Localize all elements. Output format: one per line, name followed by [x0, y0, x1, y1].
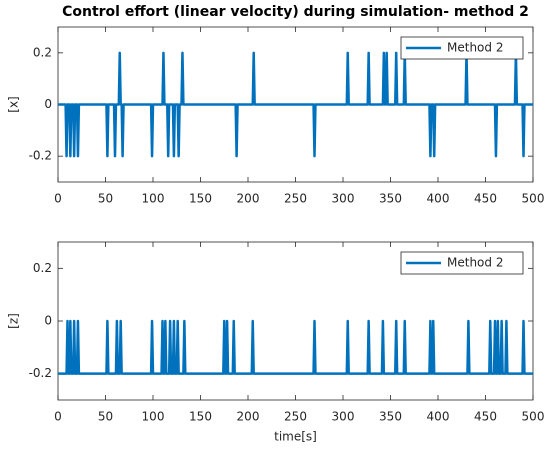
y-axis-label: [x]	[7, 96, 21, 112]
x-tick-label: 250	[284, 410, 307, 424]
x-axis-label: time[s]	[274, 430, 317, 444]
x-tick-label: 350	[379, 192, 402, 206]
x-tick-label: 200	[237, 192, 260, 206]
legend-label: Method 2	[447, 41, 503, 55]
x-tick-label: 300	[332, 192, 355, 206]
x-tick-label: 50	[98, 192, 113, 206]
x-tick-label: 500	[522, 410, 545, 424]
x-tick-label: 400	[427, 410, 450, 424]
x-tick-label: 50	[98, 410, 113, 424]
x-tick-label: 400	[427, 192, 450, 206]
x-tick-label: 100	[142, 192, 165, 206]
y-tick-label: 0	[44, 97, 52, 111]
y-tick-label: -0.2	[29, 366, 52, 380]
x-tick-label: 0	[54, 410, 62, 424]
chart-title: Control effort (linear velocity) during …	[62, 4, 529, 20]
x-tick-label: 150	[189, 410, 212, 424]
y-axis-label: [z]	[7, 313, 21, 329]
legend-box	[400, 36, 524, 60]
x-tick-label: 0	[54, 192, 62, 206]
y-tick-label: -0.2	[29, 149, 52, 163]
x-tick-label: 250	[284, 192, 307, 206]
series-line	[58, 51, 533, 158]
x-tick-label: 100	[142, 410, 165, 424]
x-tick-label: 500	[522, 192, 545, 206]
legend-label: Method 2	[447, 256, 503, 270]
x-tick-label: 200	[237, 410, 260, 424]
x-tick-label: 450	[474, 192, 497, 206]
x-tick-label: 450	[474, 410, 497, 424]
x-tick-label: 300	[332, 410, 355, 424]
y-tick-label: 0.2	[33, 261, 52, 275]
legend-box	[400, 251, 524, 275]
y-tick-label: 0.2	[33, 45, 52, 59]
series-line	[58, 319, 533, 375]
x-tick-label: 150	[189, 192, 212, 206]
x-tick-label: 350	[379, 410, 402, 424]
y-tick-label: 0	[44, 314, 52, 328]
